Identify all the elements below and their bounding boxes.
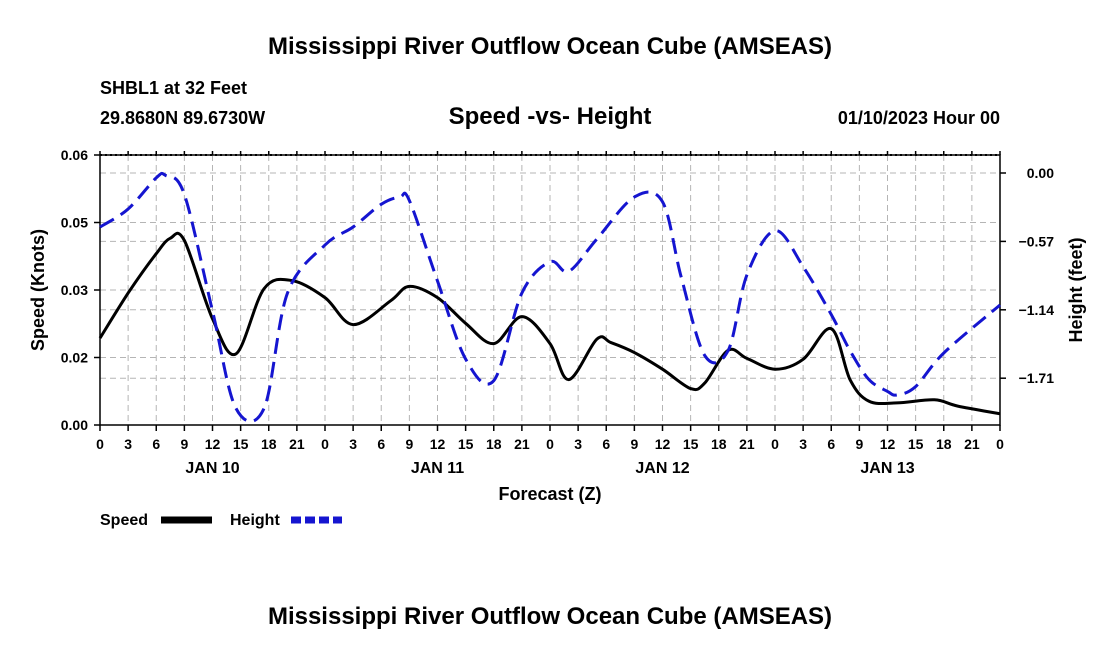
x-tick-label: 0 bbox=[96, 436, 104, 452]
x-tick-label: 15 bbox=[458, 436, 474, 452]
x-tick-label: 18 bbox=[936, 436, 952, 452]
footer-title: Mississippi River Outflow Ocean Cube (AM… bbox=[268, 603, 832, 630]
left-axis: 0.00 0.02 0.03 0.05 0.06 bbox=[61, 147, 100, 433]
chart-main-title: Mississippi River Outflow Ocean Cube (AM… bbox=[268, 33, 832, 60]
legend-label-height: Height bbox=[230, 512, 280, 529]
x-tick-label: 0 bbox=[546, 436, 554, 452]
legend: Speed Height bbox=[100, 512, 342, 529]
x-tick-label: 15 bbox=[683, 436, 699, 452]
y-axis-right-title: Height (feet) bbox=[1066, 238, 1086, 343]
x-tick-label: 9 bbox=[180, 436, 188, 452]
chart-subtitle: Speed -vs- Height bbox=[449, 103, 652, 130]
series-layer bbox=[98, 171, 1001, 423]
left-tick-label: 0.02 bbox=[61, 350, 88, 366]
x-tick-label: 15 bbox=[233, 436, 249, 452]
x-tick-label: 12 bbox=[430, 436, 446, 452]
x-tick-label: 3 bbox=[124, 436, 132, 452]
x-tick-label: 18 bbox=[711, 436, 727, 452]
y-axis-left-title: Speed (Knots) bbox=[28, 229, 48, 351]
x-tick-label: 9 bbox=[630, 436, 638, 452]
x-tick-label: 0 bbox=[321, 436, 329, 452]
x-tick-label: 12 bbox=[880, 436, 896, 452]
gridlines bbox=[100, 155, 1000, 425]
x-tick-label: 6 bbox=[827, 436, 835, 452]
x-tick-label: 6 bbox=[152, 436, 160, 452]
left-tick-label: 0.05 bbox=[61, 215, 88, 231]
x-tick-label: 15 bbox=[908, 436, 924, 452]
x-tick-label: 0 bbox=[996, 436, 1004, 452]
x-tick-label: 6 bbox=[377, 436, 385, 452]
day-label: JAN 13 bbox=[860, 460, 914, 477]
x-tick-label: 12 bbox=[655, 436, 671, 452]
right-tick-label: 0.00 bbox=[1027, 165, 1054, 181]
legend-label-speed: Speed bbox=[100, 512, 148, 529]
x-tick-label: 18 bbox=[486, 436, 502, 452]
x-tick-label: 21 bbox=[514, 436, 530, 452]
right-tick-label: −0.57 bbox=[1019, 233, 1055, 249]
x-axis: 0 3 6 9 12 15 18 21 0 3 6 9 12 15 18 21 0 3 6 9 12 15 18 21 0 3 6 9… bbox=[96, 151, 1004, 477]
day-label: JAN 11 bbox=[411, 460, 464, 477]
left-tick-label: 0.00 bbox=[61, 417, 88, 433]
station-label: SHBL1 at 32 Feet bbox=[100, 78, 247, 98]
x-axis-title: Forecast (Z) bbox=[498, 484, 601, 504]
x-tick-label: 6 bbox=[602, 436, 610, 452]
x-tick-label: 21 bbox=[964, 436, 980, 452]
x-tick-label: 21 bbox=[289, 436, 305, 452]
coordinates-label: 29.8680N 89.6730W bbox=[100, 108, 265, 128]
series-line-speed bbox=[98, 231, 1001, 416]
day-label: JAN 12 bbox=[635, 460, 689, 477]
right-tick-label: −1.14 bbox=[1019, 302, 1055, 318]
left-tick-label: 0.06 bbox=[61, 147, 88, 163]
date-label: 01/10/2023 Hour 00 bbox=[838, 108, 1000, 128]
x-tick-label: 21 bbox=[739, 436, 755, 452]
x-tick-label: 3 bbox=[574, 436, 582, 452]
x-tick-label: 12 bbox=[205, 436, 221, 452]
right-tick-label: −1.71 bbox=[1019, 370, 1055, 386]
series-line-height bbox=[99, 171, 1001, 423]
day-label: JAN 10 bbox=[185, 460, 239, 477]
x-tick-label: 9 bbox=[855, 436, 863, 452]
x-tick-label: 3 bbox=[799, 436, 807, 452]
x-tick-label: 0 bbox=[771, 436, 779, 452]
x-tick-label: 18 bbox=[261, 436, 277, 452]
x-tick-label: 9 bbox=[405, 436, 413, 452]
right-axis: 0.00 −0.57 −1.14 −1.71 bbox=[1000, 165, 1054, 386]
x-tick-label: 3 bbox=[349, 436, 357, 452]
left-tick-label: 0.03 bbox=[61, 282, 88, 298]
